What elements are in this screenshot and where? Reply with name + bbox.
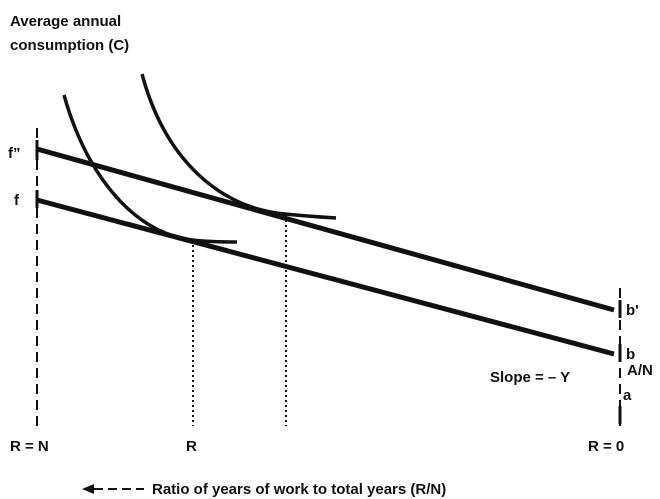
budget-line-lower [36, 197, 615, 357]
label: b [626, 346, 635, 363]
label: b' [626, 302, 639, 319]
arrow-head [82, 484, 94, 494]
label: f [14, 192, 20, 209]
indifference-curve [62, 94, 238, 244]
budget-line-upper [36, 146, 615, 313]
label: f” [8, 145, 21, 162]
label: R [186, 438, 197, 455]
x-axis-label: Ratio of years of work to total years (R… [152, 481, 446, 498]
label: Slope = – Y [490, 369, 570, 386]
label: A/N [627, 362, 653, 379]
label: R = N [10, 438, 49, 455]
title-line: consumption (C) [10, 37, 129, 54]
indifference-curve [140, 73, 337, 220]
title-line: Average annual [10, 13, 121, 30]
label: a [623, 387, 632, 404]
label: R = 0 [588, 438, 624, 455]
